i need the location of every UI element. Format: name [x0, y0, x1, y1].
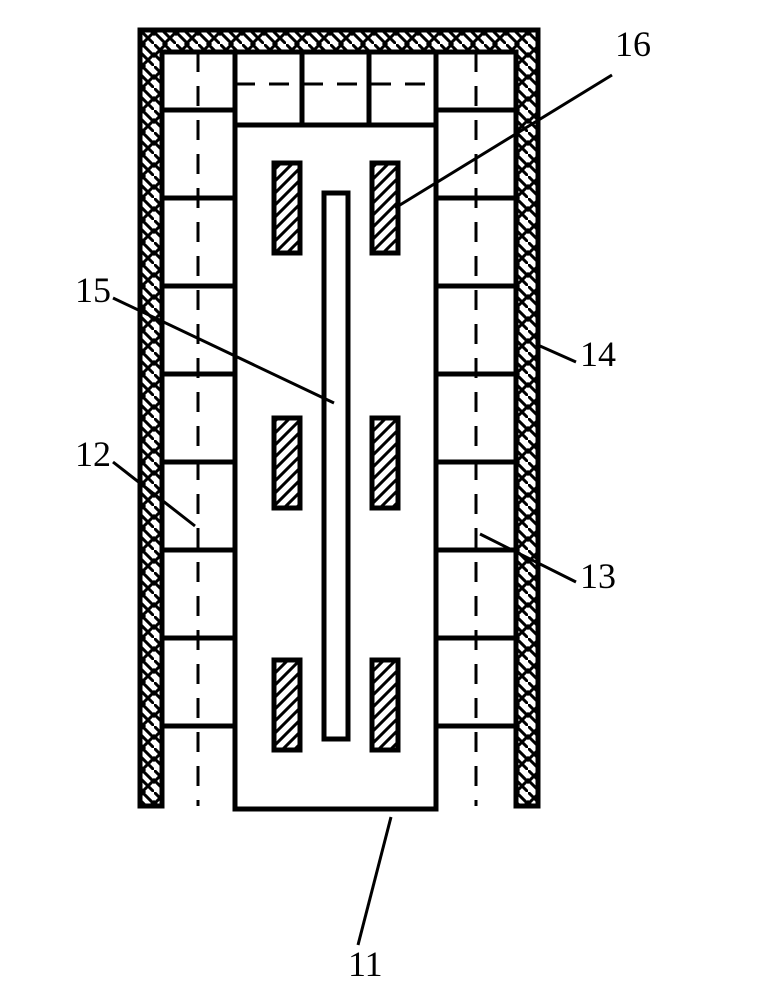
hatched-bar-r2-c0: [274, 660, 300, 750]
label-12: 12: [75, 436, 111, 472]
label-11: 11: [348, 946, 383, 982]
label-14: 14: [580, 336, 616, 372]
hatched-bar-r2-c1: [372, 660, 398, 750]
label-15: 15: [75, 272, 111, 308]
central-plate: [235, 125, 436, 809]
hatched-bar-r1-c0: [274, 418, 300, 508]
leader-11: [358, 817, 391, 945]
hatched-bar-r0-c0: [274, 163, 300, 253]
leader-14: [540, 346, 576, 362]
hatched-bar-r0-c1: [372, 163, 398, 253]
label-16: 16: [615, 26, 651, 62]
hatched-bar-r1-c1: [372, 418, 398, 508]
label-13: 13: [580, 558, 616, 594]
diagram-svg: [0, 0, 769, 1000]
diagram-stage: 11 12 13 14 15 16: [0, 0, 769, 1000]
